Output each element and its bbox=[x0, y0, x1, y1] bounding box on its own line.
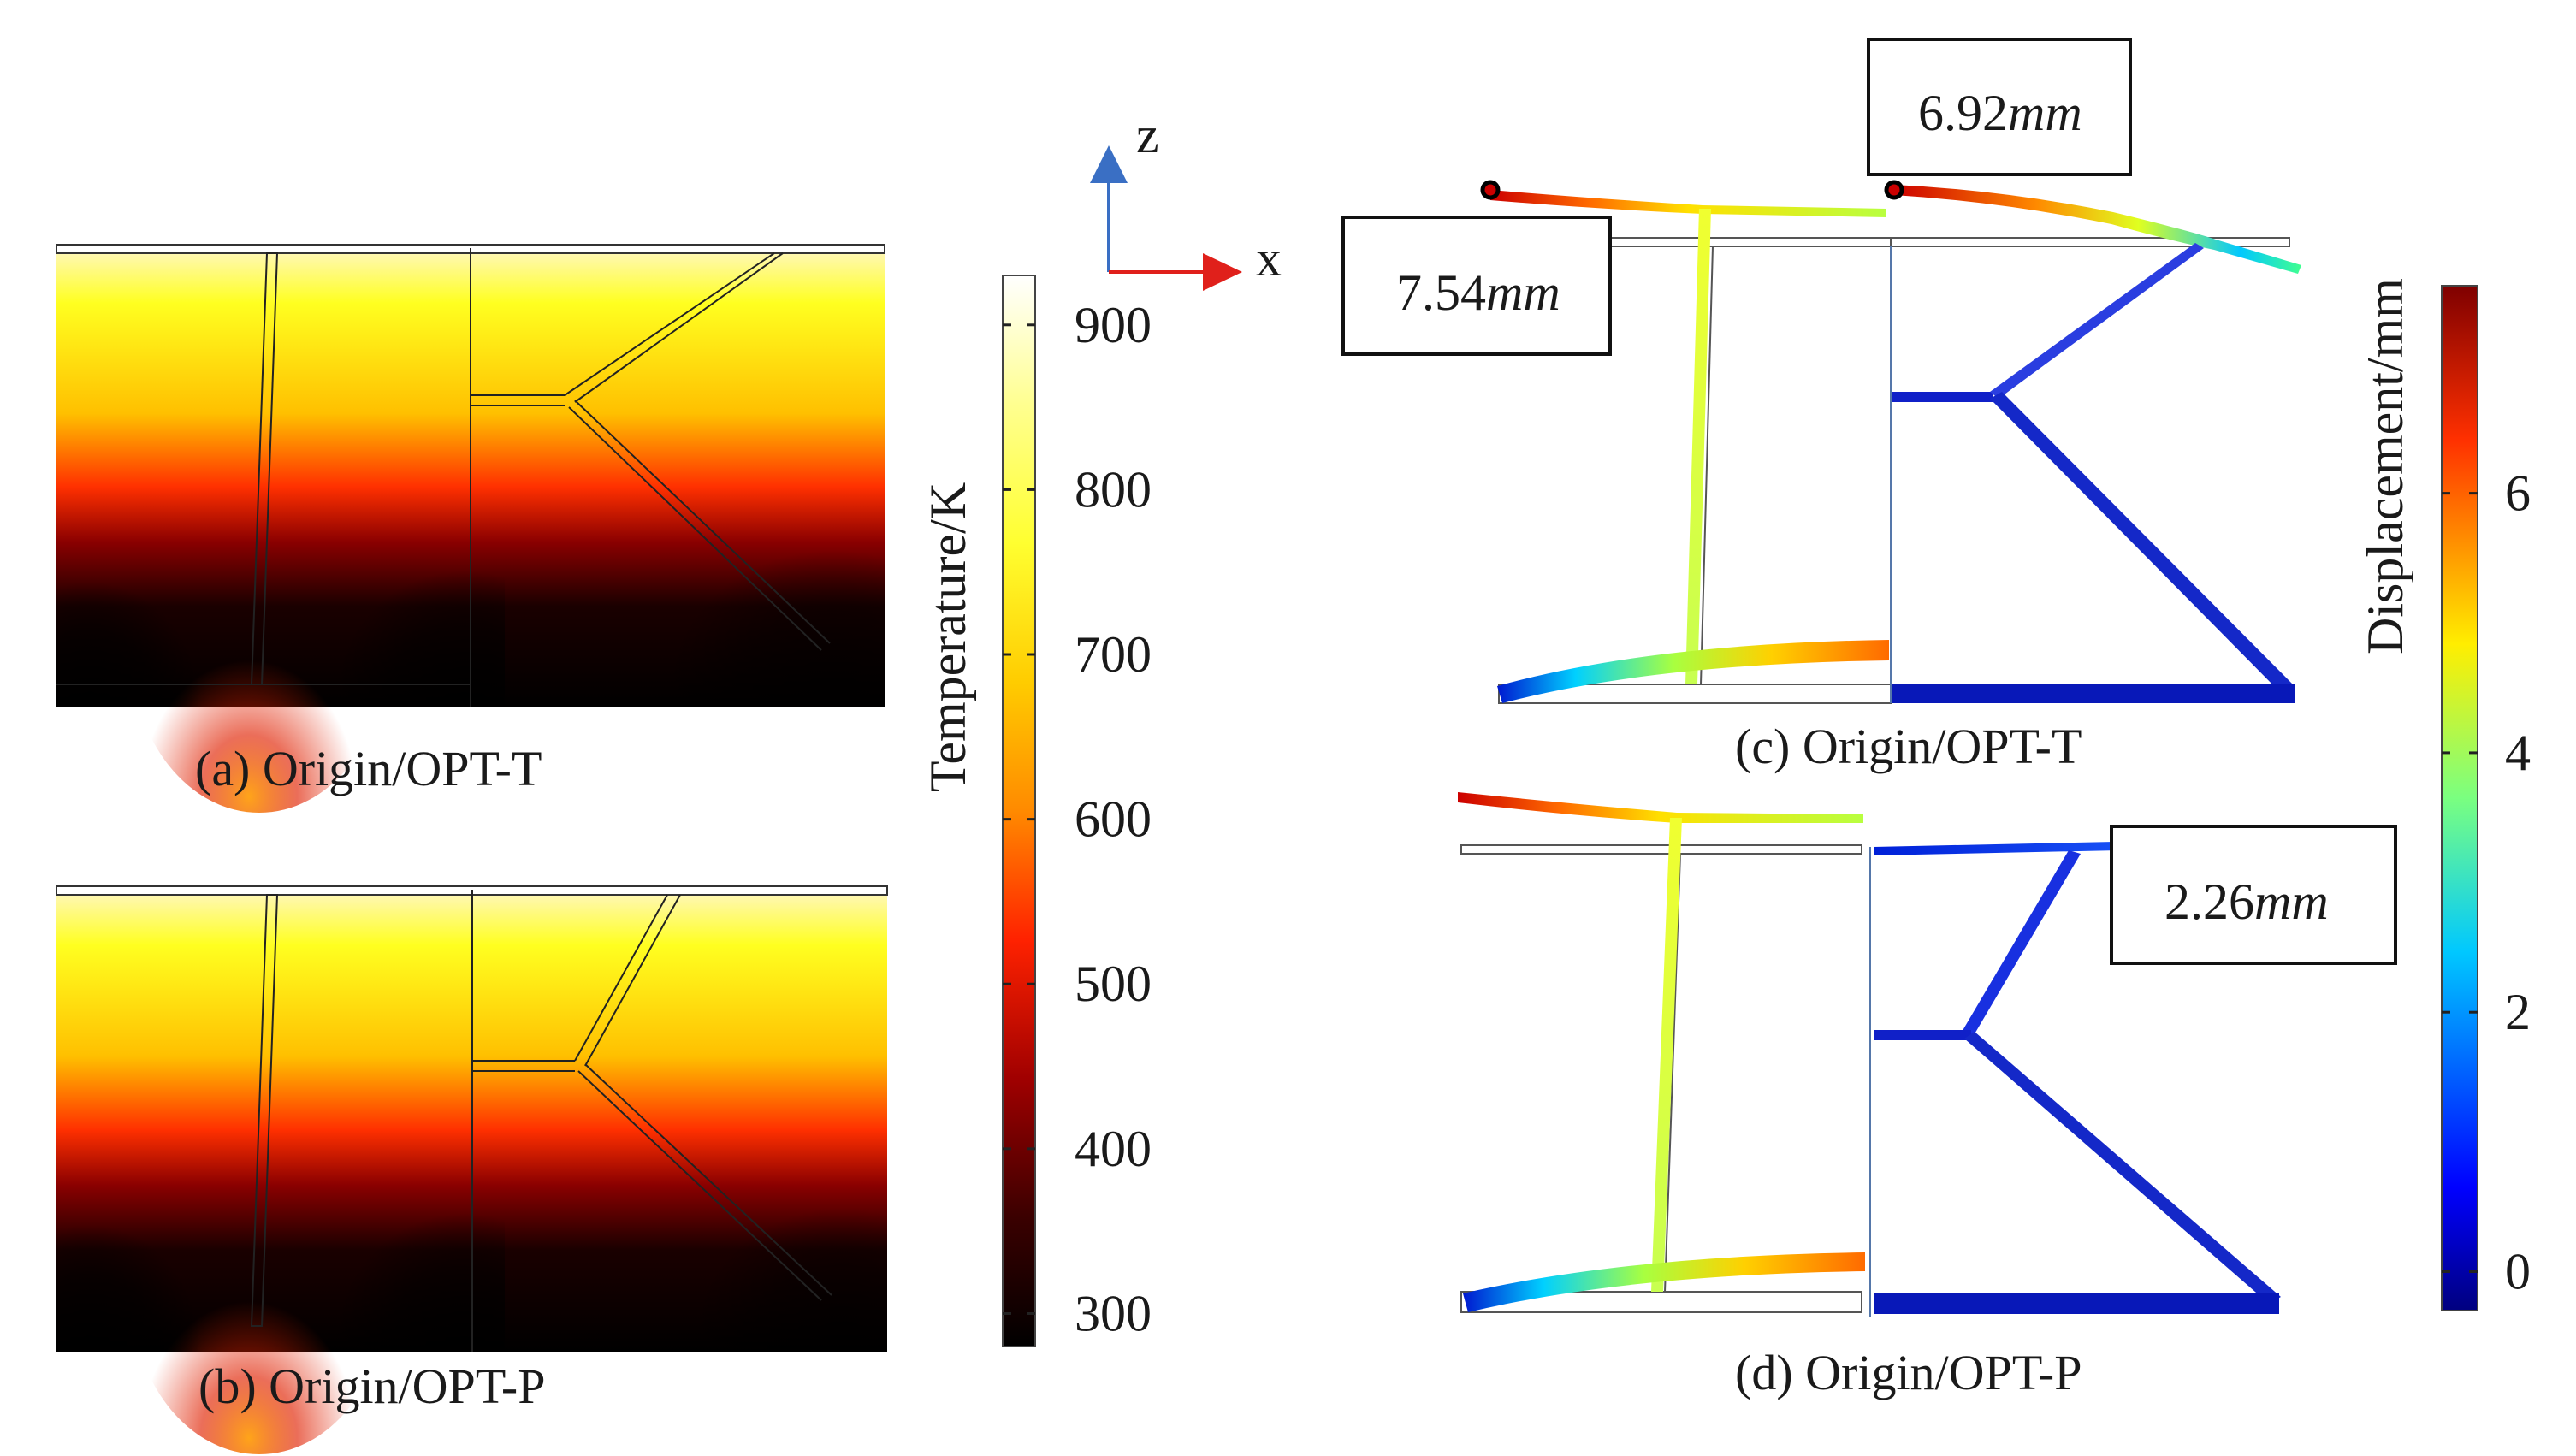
panel-c-annotation-left: 7.54mm bbox=[1341, 216, 1612, 356]
panel-c-caption: (c) Origin/OPT-T bbox=[1735, 719, 2082, 774]
displacement-tick-label: 0 bbox=[2505, 1244, 2531, 1300]
panel-c-leg-left bbox=[1685, 209, 1711, 684]
panel-c-upper-diag bbox=[1990, 243, 2204, 399]
panel-c-bottom-beam-left bbox=[1497, 640, 1889, 703]
svg-text:6.92mm: 6.92mm bbox=[1918, 85, 2082, 141]
panel-b-caption: (b) Origin/OPT-P bbox=[198, 1358, 546, 1414]
panel-d-bottom-beam-right bbox=[1874, 1293, 2279, 1314]
panel-a-dark-left bbox=[56, 479, 262, 707]
panel-c-probe-right bbox=[1884, 180, 1904, 200]
axes-triad: z x bbox=[1090, 107, 1282, 291]
panel-d-undeformed-outline bbox=[1460, 844, 1871, 1317]
panel-a-caption: (a) Origin/OPT-T bbox=[195, 741, 542, 796]
displacement-colorbar-label: Displacement/mm bbox=[2357, 278, 2413, 654]
panel-c-right-unit: mm bbox=[2008, 85, 2082, 141]
temperature-colorbar-ticks: 900 800 700 600 500 400 300 bbox=[1003, 297, 1152, 1341]
panel-c-left-unit: mm bbox=[1486, 264, 1560, 321]
panel-b-left-leg bbox=[250, 894, 279, 1327]
panel-b-dark-left bbox=[56, 1121, 262, 1352]
panel-d-leg-left bbox=[1651, 818, 1682, 1292]
panel-a-dark-mid bbox=[282, 479, 505, 707]
panel-a-right-branch bbox=[471, 252, 831, 651]
displacement-tick-label: 6 bbox=[2505, 465, 2531, 522]
displacement-colorbar: 6 4 2 0 Displacement/mm bbox=[2357, 278, 2531, 1311]
panel-c-horiz-link bbox=[1892, 392, 1993, 402]
panel-d-lower-diag bbox=[1964, 1032, 2281, 1304]
temperature-tick-label: 800 bbox=[1075, 461, 1152, 518]
panel-d-right-unit: mm bbox=[2254, 873, 2329, 930]
panel-b-right-branch bbox=[472, 894, 832, 1301]
panel-d-horiz-link bbox=[1874, 1030, 1971, 1040]
panel-c-top-beam-right bbox=[1894, 185, 2301, 274]
temperature-tick-label: 400 bbox=[1075, 1121, 1152, 1177]
z-axis-arrowhead bbox=[1090, 145, 1128, 183]
panel-d-bottom-beam-left bbox=[1463, 1252, 1865, 1312]
panel-c-annotation-right: 6.92mm bbox=[1867, 38, 2132, 176]
panel-c-left-value: 7.54 bbox=[1396, 264, 1486, 321]
panel-c-lower-diag bbox=[1990, 392, 2293, 691]
temperature-colorbar-ramp bbox=[1002, 275, 1036, 1347]
panel-d-displacement: 2.26mm (d) Origin/OPT-P bbox=[1458, 792, 2397, 1400]
panel-c-top-beam-left bbox=[1490, 190, 1886, 217]
panel-d-upper-diag bbox=[1961, 850, 2081, 1037]
temperature-colorbar: 900 800 700 600 500 400 300 Temperature/K bbox=[920, 275, 1152, 1347]
displacement-colorbar-ticks: 6 4 2 0 bbox=[2442, 465, 2531, 1300]
panel-a-dark-right bbox=[599, 445, 885, 707]
temperature-colorbar-label: Temperature/K bbox=[920, 482, 976, 792]
svg-text:7.54mm: 7.54mm bbox=[1396, 264, 1560, 321]
panel-c-displacement: 7.54mm 6.92mm (c) Origin/OPT-T bbox=[1341, 38, 2301, 774]
panel-d-caption: (d) Origin/OPT-P bbox=[1735, 1345, 2082, 1400]
x-axis-arrowhead bbox=[1203, 253, 1242, 291]
panel-c-bottom-beam-right bbox=[1892, 684, 2295, 703]
panel-d-annotation-right: 2.26mm bbox=[2110, 825, 2397, 965]
temperature-tick-label: 900 bbox=[1075, 297, 1152, 353]
panel-c-probe-left bbox=[1480, 180, 1501, 200]
svg-text:2.26mm: 2.26mm bbox=[2164, 873, 2329, 930]
displacement-colorbar-ramp bbox=[2441, 285, 2478, 1311]
z-axis-label: z bbox=[1136, 107, 1159, 163]
x-axis-label: x bbox=[1256, 230, 1282, 287]
displacement-tick-label: 2 bbox=[2505, 984, 2531, 1040]
panel-d-top-beam-left bbox=[1458, 792, 1863, 823]
panel-a-thermal: (a) Origin/OPT-T bbox=[56, 244, 885, 813]
temperature-tick-label: 600 bbox=[1075, 791, 1152, 848]
panel-c-right-value: 6.92 bbox=[1918, 85, 2008, 141]
panel-b-thermal: (b) Origin/OPT-P bbox=[56, 885, 888, 1454]
panel-b-dark-mid bbox=[282, 1121, 505, 1352]
temperature-tick-label: 700 bbox=[1075, 626, 1152, 683]
temperature-tick-label: 300 bbox=[1075, 1285, 1152, 1341]
panel-c-undeformed-outline bbox=[1498, 237, 2290, 704]
panel-b-dark-right bbox=[633, 1112, 887, 1352]
temperature-tick-label: 500 bbox=[1075, 956, 1152, 1012]
displacement-tick-label: 4 bbox=[2505, 725, 2531, 781]
panel-d-right-value: 2.26 bbox=[2164, 873, 2254, 930]
